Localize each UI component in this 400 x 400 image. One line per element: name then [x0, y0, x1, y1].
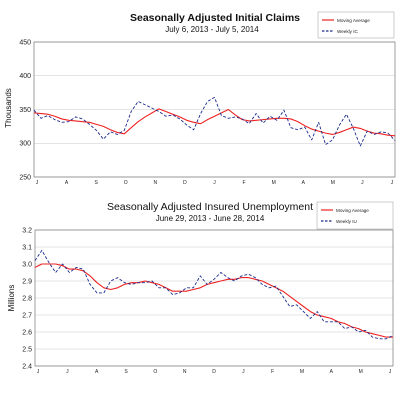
weekly-series-line — [34, 249, 394, 340]
y-tick-label: 2.9 — [22, 278, 32, 285]
series-lines — [34, 249, 394, 340]
y-tick-label: 450 — [19, 39, 31, 46]
x-tick-label: D — [183, 180, 187, 186]
x-tick-label: S — [124, 369, 128, 375]
y-tick-label: 2.6 — [22, 329, 32, 336]
y-tick-label: 250 — [19, 174, 31, 181]
x-tick-label: M — [300, 369, 304, 375]
y-tick-label: 2.5 — [22, 346, 32, 353]
moving-average-series-line — [33, 108, 396, 137]
weekly-series-line — [33, 96, 396, 147]
y-tick-label: 3.2 — [22, 227, 32, 234]
y-tick-label: 3.0 — [22, 261, 32, 268]
y-tick-labels: 2.4 2.5 2.6 2.7 2.8 2.9 3.0 3.1 3.2 — [22, 227, 32, 370]
chart-subtitle: July 6, 2013 - July 5, 2014 — [165, 25, 259, 34]
legend-box — [316, 201, 394, 230]
x-tick-label: J — [36, 180, 39, 186]
legend: Moving Average Weekly IU — [316, 201, 394, 230]
legend-label-moving-average: Moving Average — [336, 208, 369, 213]
legend-label-moving-average: Moving Average — [337, 18, 370, 23]
x-tick-label: N — [154, 180, 158, 186]
x-tick-label: F — [243, 180, 246, 186]
legend-label-weekly: Weekly IU — [336, 219, 357, 224]
x-tick-label: D — [212, 369, 216, 375]
x-tick-label: M — [272, 180, 276, 186]
chart-subtitle: June 29, 2013 - June 28, 2014 — [156, 214, 265, 223]
initial-claims-chart: Seasonally Adjusted Initial Claims July … — [4, 11, 396, 186]
x-tick-label: A — [65, 180, 69, 186]
y-tick-label: 2.8 — [22, 295, 32, 302]
x-tick-label: A — [302, 180, 306, 186]
x-tick-label: J — [213, 180, 216, 186]
y-tick-label: 2.4 — [22, 363, 32, 370]
x-tick-label: J — [389, 369, 392, 375]
x-tick-label: S — [94, 180, 98, 186]
chart-title: Seasonally Adjusted Initial Claims — [130, 12, 300, 24]
legend-box — [317, 11, 395, 39]
legend: Moving Average Weekly IC — [317, 11, 395, 39]
x-tick-label: M — [359, 369, 363, 375]
x-tick-label: J — [66, 369, 69, 375]
series-lines — [33, 96, 396, 147]
y-axis-label: Millions — [7, 285, 16, 312]
grid-lines — [35, 229, 393, 367]
x-tick-label: J — [242, 369, 245, 375]
chart-title: Seasonally Adjusted Insured Unemployment — [107, 201, 313, 213]
x-tick-label: O — [124, 180, 128, 186]
insured-unemployment-chart: Seasonally Adjusted Insured Unemployment… — [7, 201, 394, 375]
plot-area-frame — [34, 229, 394, 367]
x-tick-label: M — [331, 180, 335, 186]
y-axis-label: Thousands — [4, 88, 13, 128]
grid-lines — [34, 41, 395, 178]
x-tick-label: O — [153, 369, 157, 375]
x-tick-label: J — [391, 180, 394, 186]
x-tick-label: A — [330, 369, 334, 375]
plot-area-frame — [33, 41, 396, 178]
y-tick-label: 3.1 — [22, 244, 32, 251]
y-tick-labels: 250 300 350 400 450 — [19, 39, 31, 181]
x-tick-label: J — [361, 180, 364, 186]
x-tick-label: J — [37, 369, 40, 375]
y-tick-label: 400 — [19, 73, 31, 80]
x-tick-label: A — [95, 369, 99, 375]
y-tick-label: 300 — [19, 141, 31, 148]
x-tick-label: N — [183, 369, 187, 375]
legend-label-weekly: Weekly IC — [337, 29, 359, 34]
x-tick-label: F — [271, 369, 274, 375]
moving-average-series-line — [34, 263, 393, 338]
y-tick-label: 350 — [19, 107, 31, 114]
y-tick-label: 2.7 — [22, 312, 32, 319]
